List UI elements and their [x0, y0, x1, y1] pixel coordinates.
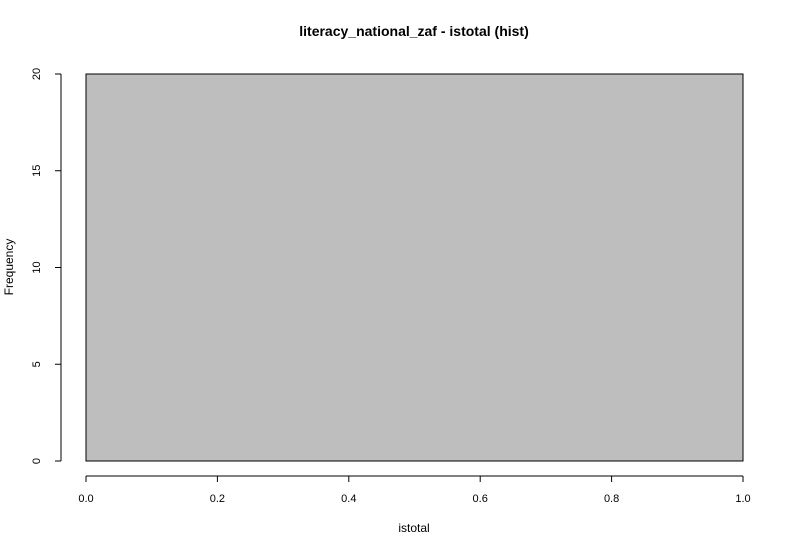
x-tick-label: 0.2 [210, 493, 225, 505]
x-tick-label: 0.6 [473, 493, 488, 505]
x-tick-label: 0.0 [78, 493, 93, 505]
histogram-bar-0 [85, 73, 744, 462]
y-tick-label: 0 [31, 458, 43, 464]
y-tick-label: 10 [31, 261, 43, 273]
y-tick-label: 15 [31, 165, 43, 177]
y-tick-label: 5 [31, 361, 43, 367]
x-axis-label: istotal [398, 521, 429, 535]
bars-group [85, 73, 744, 462]
x-tick-label: 0.8 [604, 493, 619, 505]
y-axis-label: Frequency [2, 239, 16, 296]
y-tick-label: 20 [31, 68, 43, 80]
x-axis: 0.0 0.2 0.4 0.6 0.8 1.0 [78, 475, 751, 505]
x-tick-label: 0.4 [341, 493, 356, 505]
chart-title: literacy_national_zaf - istotal (hist) [299, 23, 529, 39]
x-tick-label: 1.0 [735, 493, 750, 505]
y-axis: 0 5 10 15 20 [31, 68, 62, 464]
